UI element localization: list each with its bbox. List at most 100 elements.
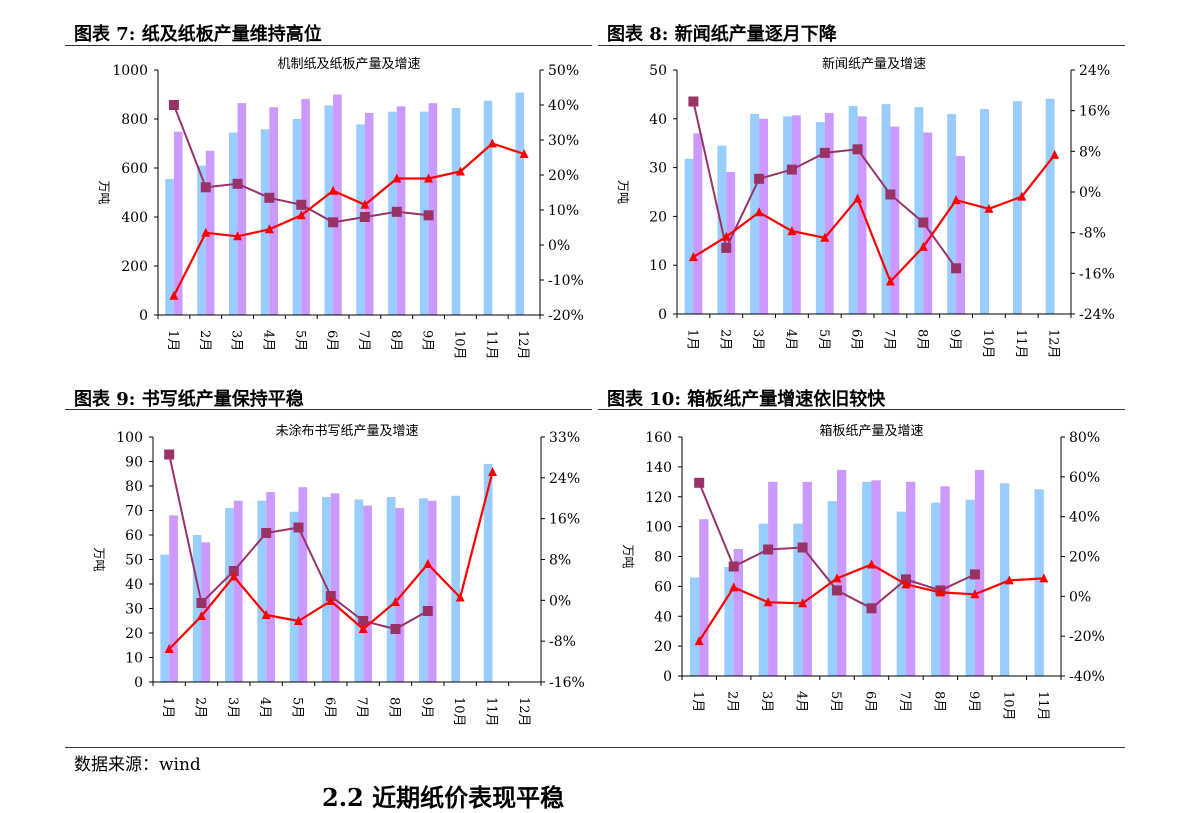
bar-2016-6 — [324, 105, 334, 315]
y-tick-label: 30 — [649, 161, 667, 177]
x-tick-label: 4月 — [783, 329, 798, 350]
line-growth-2017-point-3 — [228, 566, 239, 576]
line-growth-2016-point-5 — [296, 210, 306, 220]
line-growth-2016-point-7 — [885, 276, 895, 286]
bar-2016-series — [684, 98, 1055, 315]
y2-tick-label: 24% — [1079, 63, 1110, 79]
line-growth-2016-point-8 — [392, 173, 402, 183]
x-tick-label: 12月 — [516, 697, 531, 727]
line-growth-2017-point-2 — [728, 561, 739, 572]
x-tick-label: 1月 — [684, 329, 699, 350]
bar-2017-7 — [363, 505, 372, 682]
bar-2017-7 — [890, 126, 900, 314]
bar-2016-12 — [1045, 98, 1055, 314]
bar-2016-series — [165, 92, 525, 316]
bar-2016-10 — [1000, 483, 1010, 676]
line-growth-2016-point-10 — [984, 203, 994, 213]
bar-2017-1 — [173, 131, 183, 315]
bar-2016-2 — [724, 567, 734, 676]
line-growth-2017-point-1 — [168, 100, 179, 110]
x-tick-label: 4月 — [257, 697, 272, 718]
y-tick-label: 20 — [654, 639, 672, 655]
figure-7-label: 图表 7: — [74, 24, 136, 45]
bar-2016-1 — [689, 577, 700, 676]
x-tick-label: 8月 — [914, 329, 929, 350]
line-growth-2016-point-9 — [424, 173, 434, 183]
line-growth-2016-point-5 — [294, 616, 303, 625]
y-tick-label: 30 — [125, 602, 143, 618]
bar-2016-12 — [515, 92, 525, 315]
y-tick-label: 10 — [125, 651, 143, 667]
line-growth-2016-point-5 — [832, 573, 842, 583]
y2-tick-label: 24% — [549, 471, 580, 487]
y-tick-label: 10 — [649, 258, 667, 274]
figure-7-title: 图表 7: 纸及纸板产量维持高位 — [74, 20, 322, 46]
bar-2016-11 — [1034, 489, 1044, 676]
figure-8-rule — [598, 45, 1125, 46]
x-tick-label: 10月 — [451, 330, 466, 360]
y2-tick-label: -8% — [1079, 226, 1106, 242]
figure-9-label: 图表 9: — [74, 389, 136, 410]
line-growth-2017-point-4 — [264, 192, 275, 203]
y2-tick-label: 16% — [549, 512, 580, 528]
x-tick-label: 2月 — [197, 330, 212, 351]
bar-2017-8 — [940, 486, 950, 676]
x-tick-label: 1月 — [160, 697, 175, 718]
line-growth-2017-point-8 — [918, 217, 929, 228]
y-axis-label: 万吨 — [92, 547, 106, 571]
y-tick-label: 80 — [125, 479, 143, 495]
line-growth-2017-point-5 — [293, 522, 304, 533]
bar-2016-8 — [914, 107, 924, 314]
y2-tick-label: -10% — [548, 273, 584, 289]
line-growth-2016-point-9 — [423, 559, 433, 568]
y-axis-label: 万吨 — [616, 180, 630, 204]
bar-2016-3 — [225, 508, 234, 682]
chart-writing-paper-output: 未涂布书写纸产量及增速 0 10 20 30 40 50 60 70 80 90 100 -16% -8%… — [92, 423, 585, 727]
line-growth-2016-point-8 — [391, 597, 400, 606]
bar-2017-1 — [169, 515, 178, 682]
bar-2016-11 — [483, 463, 493, 682]
bar-2017-4 — [269, 107, 278, 315]
bar-2017-9 — [956, 155, 965, 314]
x-tick-label: 10月 — [451, 697, 466, 727]
line-growth-2017-point-9 — [951, 263, 962, 274]
bar-2017-5 — [298, 487, 308, 682]
figure-8-heading: 新闻纸产量逐月下降 — [674, 24, 837, 45]
figure-10-label: 图表 10: — [607, 389, 681, 410]
figure-8-label: 图表 8: — [607, 24, 669, 45]
y2-tick-label: 40% — [548, 98, 579, 114]
figure-10-title: 图表 10: 箱板纸产量增速依旧较快 — [607, 385, 885, 411]
y2-tick-label: 50% — [548, 63, 579, 79]
chart-paper-board-output: 机制纸及纸板产量及增速 0 200 400 600 800 1000 -20% -10% 0% 10… — [97, 57, 584, 360]
y2-tick-label: 40% — [1069, 510, 1100, 526]
x-tick-label: 1月 — [690, 691, 705, 712]
line-growth-2016-point-1 — [694, 636, 704, 646]
bar-2017-5 — [837, 469, 847, 676]
x-tick-label: 11月 — [484, 697, 499, 727]
x-tick-label: 4月 — [260, 330, 275, 351]
figure-7-heading: 纸及纸板产量维持高位 — [141, 24, 322, 45]
x-tick-label: 3月 — [750, 329, 765, 350]
x-tick-label: 6月 — [849, 329, 864, 350]
y-tick-label: 200 — [121, 259, 148, 275]
line-growth-2017-point-8 — [390, 624, 401, 634]
line-growth-2017-point-1 — [688, 96, 699, 107]
line-growth-2017-point-9 — [969, 569, 980, 580]
y-tick-label: 0 — [139, 308, 148, 324]
bar-2016-6 — [848, 106, 858, 314]
y2-tick-label: -16% — [1079, 266, 1115, 282]
bar-2016-4 — [260, 129, 270, 315]
line-growth-2016-point-3 — [229, 571, 239, 581]
line-growth-2017-point-7 — [358, 616, 369, 626]
x-tick-label: 11月 — [1013, 329, 1028, 359]
y2-tick-label: -20% — [1069, 629, 1105, 645]
line-growth-2016-point-8 — [918, 241, 928, 251]
x-tick-label: 11月 — [483, 330, 498, 360]
line-growth-2016-point-7 — [360, 199, 370, 209]
line-growth-2016-point-2 — [197, 611, 206, 620]
line-growth-2016-point-6 — [326, 596, 336, 605]
y-tick-label: 140 — [645, 460, 672, 476]
bar-2017-series — [169, 487, 437, 682]
bar-2017-6 — [857, 116, 867, 315]
x-tick-label: 2月 — [717, 329, 732, 350]
